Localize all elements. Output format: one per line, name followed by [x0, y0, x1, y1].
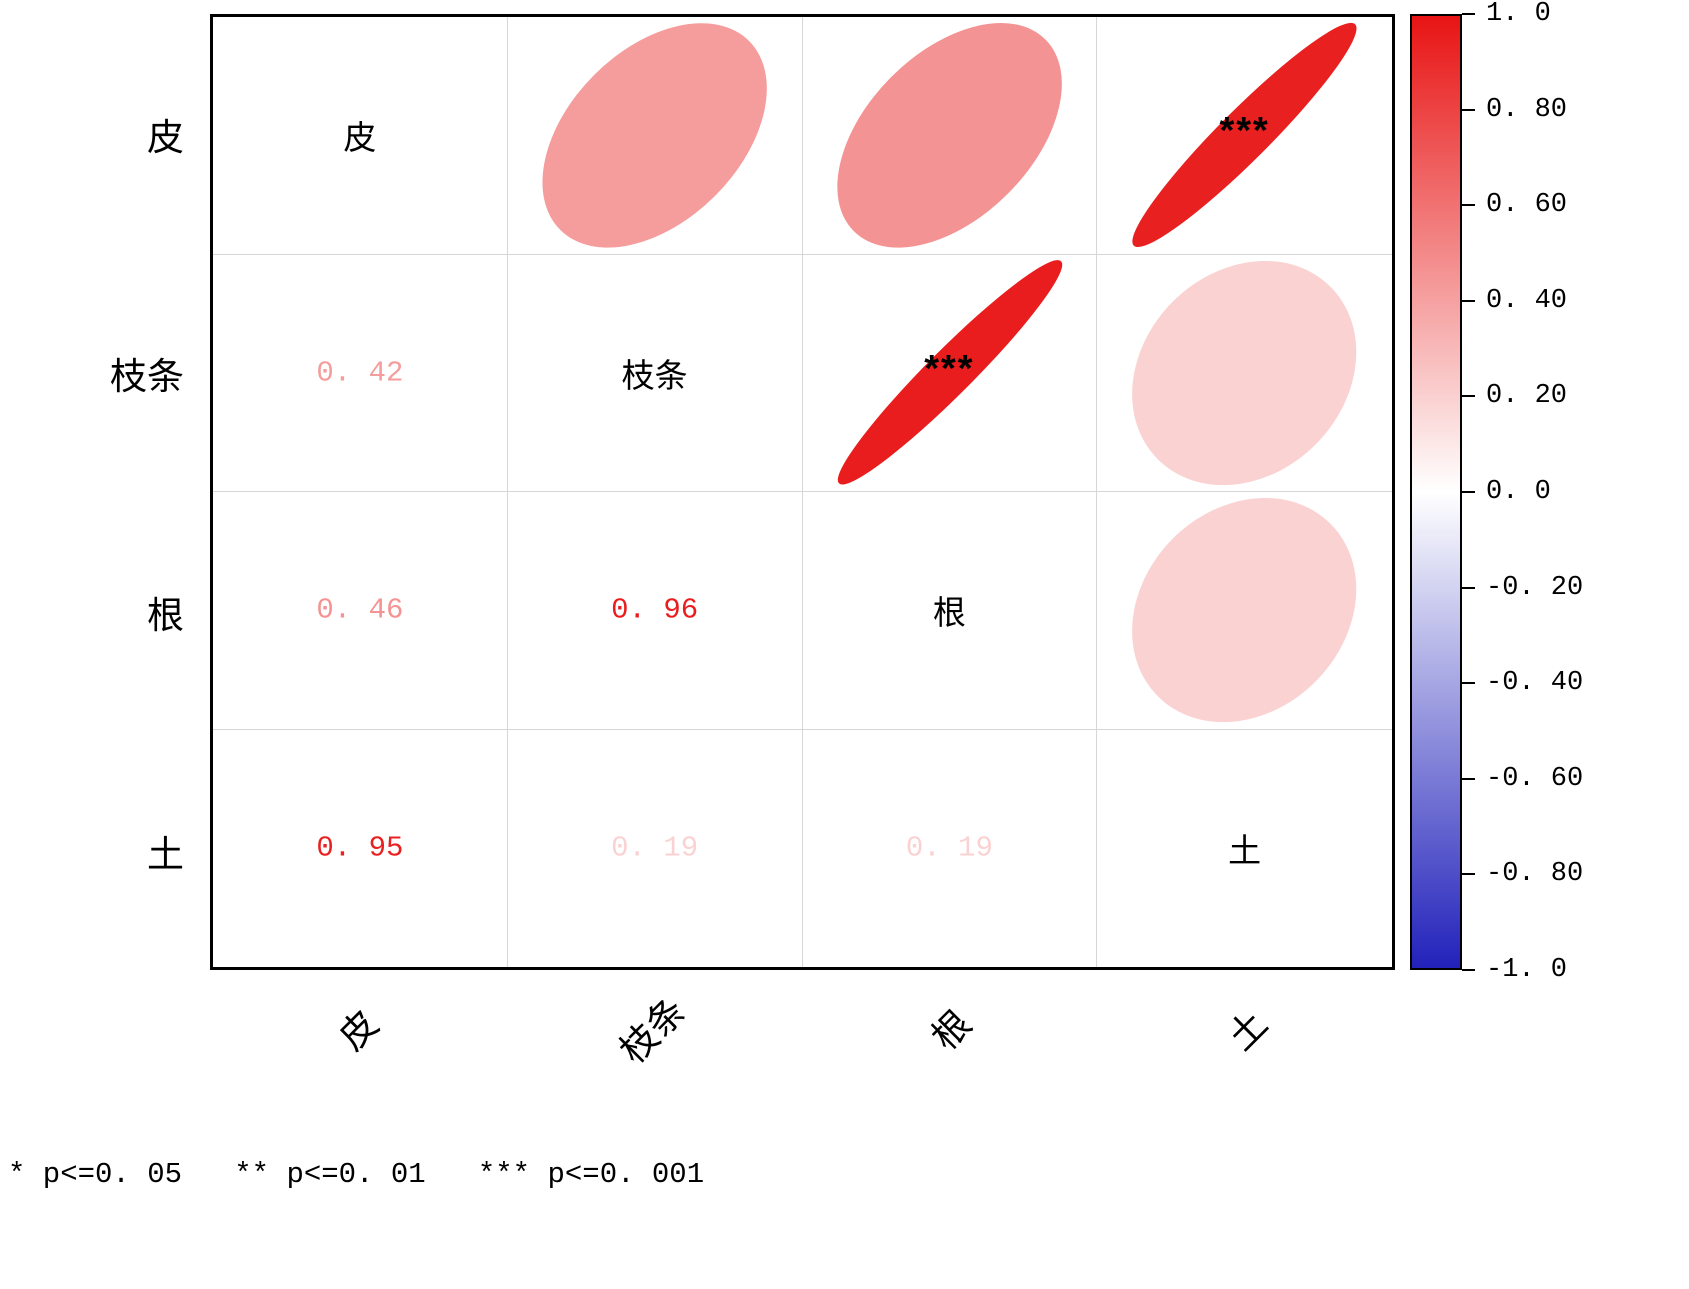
- correlation-matrix-plot: 皮 *** 0. 42 枝条 *** 0. 46 0. 96 根 0. 95 0. 19 0. 19…: [210, 0, 1403, 970]
- y-axis-label: 土: [147, 833, 184, 875]
- colorbar-tick-label: -0. 40: [1486, 668, 1584, 699]
- colorbar-tick: [1462, 873, 1475, 876]
- diagonal-cell: 皮: [213, 17, 508, 255]
- colorbar-tick: [1462, 777, 1475, 780]
- correlation-value: 0. 46: [316, 593, 404, 627]
- x-axis-labels: 皮 枝条 根 土: [210, 970, 1395, 1130]
- significance-stars: ***: [1219, 110, 1270, 153]
- y-axis-label: 根: [147, 594, 184, 636]
- colorbar-tick-label: -1. 0: [1486, 955, 1568, 985]
- correlation-value: 0. 42: [316, 356, 404, 390]
- y-axis-labels: 皮枝条根土: [0, 14, 196, 970]
- ellipse-cell: ***: [1097, 6, 1392, 264]
- significance-stars: ***: [924, 347, 975, 390]
- variable-label: 根: [932, 594, 966, 632]
- value-cell: 0. 19: [803, 729, 1098, 967]
- value-cell: 0. 46: [213, 492, 508, 730]
- colorbar-tick-label: 0. 60: [1486, 190, 1568, 221]
- variable-label: 土: [1228, 832, 1262, 870]
- variable-label: 皮: [343, 119, 377, 157]
- diagonal-cell: 枝条: [507, 254, 803, 492]
- correlation-ellipse: [795, 0, 1104, 290]
- colorbar-tick: [1462, 204, 1475, 207]
- colorbar-tick-label: 0. 40: [1486, 285, 1568, 316]
- matrix-cells: 皮 *** 0. 42 枝条 *** 0. 46 0. 96 根 0. 95 0. 19 0. 19…: [213, 0, 1403, 968]
- x-axis-label: 根: [923, 1002, 979, 1059]
- colorbar-tick: [1462, 491, 1475, 493]
- colorbar-tick-label: -0. 80: [1486, 859, 1584, 890]
- correlation-ellipse: [1086, 452, 1403, 768]
- x-axis-label: 枝条: [612, 989, 694, 1072]
- ellipse-cell: [499, 0, 810, 290]
- colorbar: [1410, 14, 1462, 970]
- correlation-ellipse: [1086, 215, 1403, 531]
- significance-legend: * p<=0. 05 ** p<=0. 01 *** p<=0. 001: [8, 1158, 705, 1191]
- colorbar-tick-label: 0. 20: [1486, 381, 1568, 412]
- correlation-value: 0. 19: [611, 831, 699, 865]
- colorbar-ticks: 1. 0 0. 80 0. 60 0. 40 0. 20 0. 0 -0. 20 -0. 40…: [1462, 0, 1682, 985]
- colorbar-tick-label: -0. 60: [1486, 763, 1584, 794]
- value-cell: 0. 96: [507, 492, 803, 730]
- colorbar-tick-label: 1. 0: [1486, 0, 1551, 29]
- colorbar-tick-label: 0. 0: [1486, 477, 1551, 507]
- correlation-ellipse: [499, 0, 810, 290]
- ellipse-cell: [1086, 215, 1403, 531]
- diagonal-cell: 根: [802, 492, 1098, 730]
- colorbar-tick-label: 0. 80: [1486, 94, 1568, 125]
- ellipse-cell: [1086, 452, 1403, 768]
- variable-label: 枝条: [621, 356, 688, 394]
- colorbar-tick: [1462, 108, 1475, 111]
- correlation-value: 0. 95: [316, 831, 404, 865]
- x-axis-label: 皮: [331, 1002, 387, 1059]
- ellipse-cell: ***: [802, 246, 1098, 500]
- y-axis-label: 枝条: [110, 355, 184, 397]
- colorbar-tick: [1462, 299, 1475, 302]
- colorbar-tick: [1462, 13, 1475, 15]
- value-cell: 0. 95: [213, 729, 508, 967]
- value-cell: 0. 42: [213, 254, 508, 492]
- y-axis-label: 皮: [147, 116, 184, 158]
- colorbar-tick: [1462, 395, 1475, 398]
- diagonal-cell: 土: [1097, 730, 1392, 968]
- colorbar-tick: [1462, 682, 1475, 685]
- colorbar-gradient: [1412, 16, 1460, 968]
- x-axis-label: 土: [1219, 1002, 1276, 1059]
- correlation-value: 0. 96: [611, 593, 699, 627]
- value-cell: 0. 19: [508, 729, 803, 967]
- correlation-value: 0. 19: [905, 831, 993, 865]
- colorbar-tick-label: -0. 20: [1486, 572, 1584, 603]
- colorbar-tick: [1462, 969, 1475, 971]
- ellipse-cell: [795, 0, 1104, 290]
- colorbar-tick: [1462, 586, 1475, 589]
